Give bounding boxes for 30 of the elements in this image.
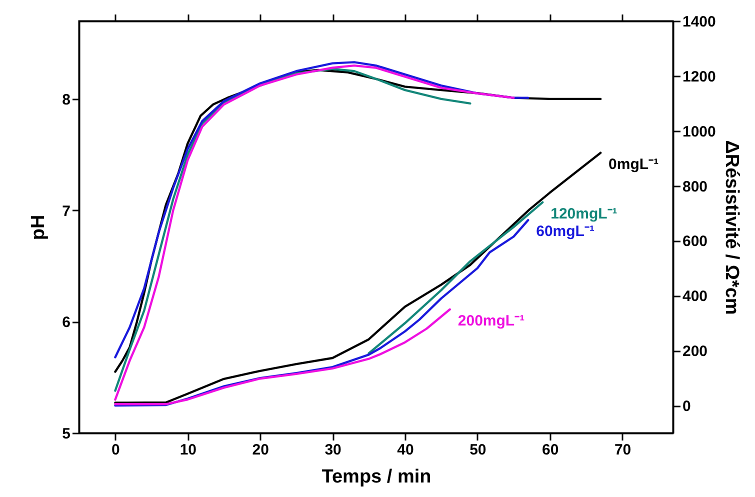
y2-tick-label: 400	[682, 288, 708, 306]
series-label: 60mgL⁻¹	[536, 223, 594, 240]
x-axis-title: Temps / min	[322, 466, 432, 488]
y2-tick-label: 600	[682, 233, 708, 250]
series-label: 200mgL⁻¹	[458, 312, 525, 330]
y-axis-title: pH	[28, 214, 50, 240]
x-tick-label: 50	[470, 442, 486, 458]
x-tick-label: 70	[614, 442, 632, 458]
y2-axis-title: ΔRésistivité / Ω*cm	[720, 140, 742, 315]
y-tick-label: 6	[62, 314, 70, 332]
y2-tick-label: 1000	[682, 123, 716, 140]
series-label: 0mgL⁻¹	[608, 156, 659, 173]
y2-tick-label: 800	[682, 178, 708, 196]
series-label: 120mgL⁻¹	[550, 205, 618, 222]
line-series	[114, 219, 530, 407]
y-tick-label: 7	[62, 202, 70, 220]
line-series	[114, 308, 451, 406]
y-tick-label: 5	[62, 426, 70, 442]
y2-tick-label: 200	[682, 343, 708, 360]
x-tick-label: 40	[397, 442, 414, 458]
x-tick-label: 20	[252, 442, 269, 458]
y-tick-label: 8	[62, 91, 70, 108]
x-tick-label: 60	[542, 442, 559, 458]
x-tick-label: 0	[112, 442, 120, 458]
x-tick-label: 10	[180, 442, 196, 458]
line-series	[114, 61, 530, 358]
y2-tick-label: 0	[682, 398, 691, 416]
y2-tick-label: 1400	[682, 14, 716, 30]
x-tick-label: 30	[324, 442, 342, 458]
y2-tick-label: 1200	[682, 68, 716, 86]
